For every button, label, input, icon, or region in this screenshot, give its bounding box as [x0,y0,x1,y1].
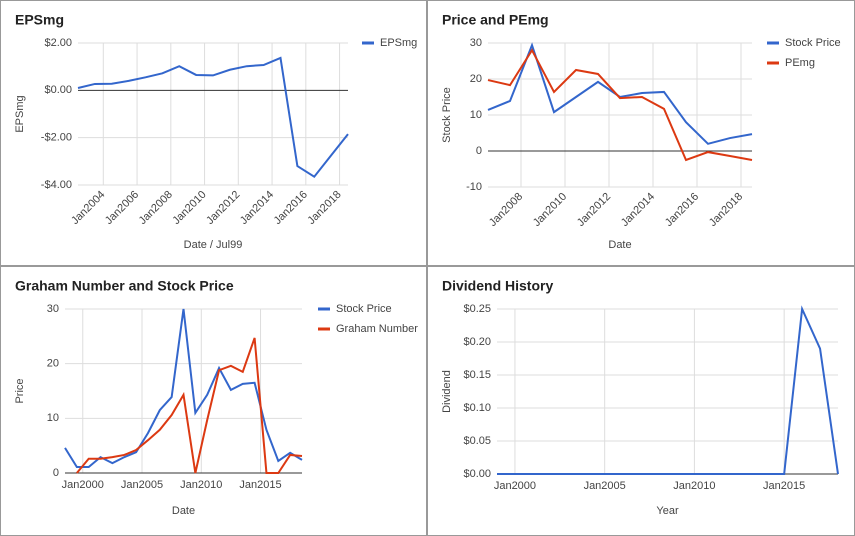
x-tick-label: Jan2014 [619,191,657,229]
y-axis-title: EPSmg [14,95,26,132]
legend-label: PEmg [785,57,815,69]
x-tick-label: Jan2010 [170,189,208,227]
x-tick-label: Jan2004 [69,189,107,227]
y-tick-label: -10 [466,181,482,193]
x-tick-label: Jan2015 [763,480,805,492]
y-tick-label: 30 [47,303,59,315]
y-tick-label: $2.00 [44,37,72,49]
x-axis-title: Year [656,505,679,517]
legend-label: Graham Number [336,323,418,335]
chart-title: Graham Number and Stock Price [15,278,234,294]
legend-label: Stock Price [336,303,392,315]
y-tick-label: $0.00 [463,468,491,480]
x-tick-label: Jan2008 [137,189,175,227]
panel [0,0,427,266]
y-tick-label: 30 [470,37,482,49]
y-axis-title: Stock Price [441,87,453,143]
x-tick-label: Jan2010 [673,480,715,492]
x-tick-label: Jan2006 [103,189,141,227]
y-tick-label: $0.05 [463,435,491,447]
x-tick-label: Jan2010 [531,191,569,229]
x-tick-label: Jan2010 [180,479,222,491]
series-line [497,305,839,475]
legend-label: Stock Price [785,37,841,49]
x-axis-title: Date / Jul99 [184,239,243,251]
x-tick-label: Jan2000 [62,479,104,491]
x-tick-label: Jan2016 [272,189,310,227]
series-line [64,308,303,468]
y-tick-label: $0.00 [44,84,72,96]
x-tick-label: Jan2000 [494,480,536,492]
y-tick-label: $0.15 [463,369,491,381]
chart-title: Dividend History [442,278,553,294]
x-tick-label: Jan2014 [238,189,276,227]
x-tick-label: Jan2005 [121,479,163,491]
x-tick-label: Jan2018 [707,191,745,229]
chart-title: EPSmg [15,12,64,28]
y-tick-label: 0 [476,145,482,157]
x-tick-label: Jan2012 [204,189,242,227]
x-tick-label: Jan2005 [584,480,626,492]
x-axis-title: Date [608,239,631,251]
y-tick-label: -$4.00 [41,179,72,191]
x-axis-title: Date [172,505,195,517]
chart-title: Price and PEmg [442,12,549,28]
y-axis-title: Price [14,378,26,403]
y-tick-label: 20 [470,73,482,85]
y-tick-label: 20 [47,358,59,370]
series-line [487,48,753,162]
x-tick-label: Jan2008 [487,191,525,229]
x-tick-label: Jan2015 [239,479,281,491]
x-tick-label: Jan2018 [305,189,343,227]
x-tick-label: Jan2016 [663,191,701,229]
y-tick-label: 10 [470,109,482,121]
x-tick-label: Jan2012 [575,191,613,229]
series-line [77,56,349,179]
series-line [487,42,753,145]
y-tick-label: 10 [47,412,59,424]
y-tick-label: $0.25 [463,303,491,315]
panel [427,266,855,536]
series-line [76,337,303,474]
y-tick-label: $0.10 [463,402,491,414]
legend-label: EPSmg [380,37,417,49]
y-axis-title: Dividend [441,370,453,413]
y-tick-label: -$2.00 [41,132,72,144]
y-tick-label: $0.20 [463,336,491,348]
y-tick-label: 0 [53,467,59,479]
